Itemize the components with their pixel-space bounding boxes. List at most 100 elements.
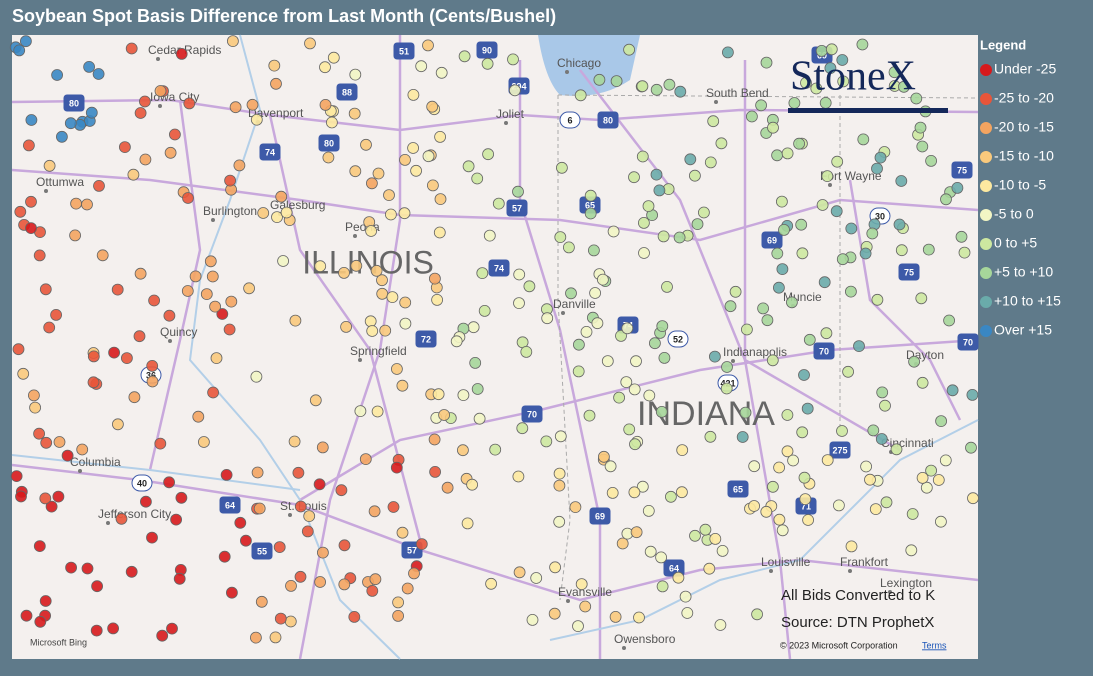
site-dot	[29, 401, 41, 414]
site-dot	[569, 501, 582, 514]
site-dot	[691, 218, 704, 231]
city-marker	[888, 590, 892, 594]
site-dot	[471, 383, 484, 395]
site-dot	[285, 580, 297, 592]
site-dot	[383, 189, 395, 202]
highway-number: 275	[832, 445, 847, 455]
highway-shield	[259, 143, 281, 161]
site-dot	[292, 466, 305, 479]
site-dot	[90, 624, 103, 637]
legend-swatch	[980, 122, 992, 134]
city-label: Lexington	[880, 576, 932, 590]
site-dot	[410, 164, 423, 177]
site-dot	[111, 283, 124, 296]
site-dot	[81, 562, 94, 575]
city-marker	[848, 569, 852, 573]
site-dot	[314, 260, 327, 273]
site-dot	[476, 267, 489, 280]
site-dot	[736, 431, 749, 443]
site-dot	[223, 323, 236, 336]
site-dot	[390, 363, 403, 375]
legend-swatch	[980, 238, 992, 250]
highway-shield	[506, 199, 528, 217]
highway-number: 80	[324, 138, 334, 148]
site-dot	[370, 264, 383, 277]
legend-swatch	[980, 209, 992, 221]
site-dot	[91, 580, 103, 593]
legend-label: Over +15	[994, 322, 1052, 338]
site-dot	[288, 435, 301, 448]
site-dot	[366, 325, 379, 337]
site-dot	[422, 150, 435, 163]
site-dot	[856, 38, 869, 51]
site-dot	[163, 309, 176, 322]
city-marker	[769, 569, 773, 573]
highway-number: 69	[595, 511, 605, 521]
site-dot	[294, 570, 307, 583]
site-dot	[771, 149, 783, 162]
site-dot	[65, 561, 77, 574]
site-dot	[836, 425, 848, 437]
site-dot	[350, 259, 363, 272]
city-label: Jefferson City	[98, 507, 171, 521]
site-dot	[319, 61, 331, 74]
site-dot	[175, 491, 188, 504]
site-dot	[729, 285, 742, 298]
state-borders	[557, 94, 979, 601]
site-dot	[87, 376, 100, 389]
site-dot	[507, 53, 519, 66]
site-dot	[565, 287, 577, 300]
legend-label: 0 to +5	[994, 235, 1037, 251]
site-dot	[457, 389, 470, 402]
site-dot	[958, 246, 971, 259]
site-dot	[801, 402, 814, 415]
site-dot	[156, 629, 169, 642]
site-dot	[661, 280, 673, 293]
site-dot	[816, 199, 829, 211]
site-dot	[908, 355, 920, 368]
city-label: Fort Wayne	[820, 169, 882, 183]
legend-swatch	[980, 325, 992, 337]
highway-number: 69	[767, 235, 777, 245]
highway-number: 70	[527, 409, 537, 419]
site-dot	[15, 490, 27, 503]
highway-shield	[131, 474, 153, 492]
site-dot	[338, 578, 351, 591]
site-dot	[146, 531, 158, 544]
site-dot	[93, 179, 105, 192]
site-dot	[139, 153, 152, 166]
site-dot	[327, 51, 340, 64]
site-dot	[386, 291, 399, 304]
site-dot	[767, 121, 779, 134]
site-dot	[489, 443, 502, 456]
site-dot	[778, 223, 790, 236]
site-dot	[438, 409, 451, 421]
site-dot	[253, 502, 266, 515]
terms-link[interactable]: Terms	[922, 640, 947, 650]
site-dot	[935, 415, 947, 428]
site-dot	[845, 222, 858, 235]
site-dot	[387, 501, 400, 513]
site-dot	[657, 230, 670, 243]
site-dot	[572, 620, 584, 632]
site-dot	[875, 433, 888, 445]
site-dot	[748, 500, 760, 512]
site-dot	[371, 405, 384, 418]
site-dot	[910, 92, 923, 105]
site-dot	[922, 243, 935, 256]
site-dot	[294, 500, 307, 513]
site-dot	[441, 481, 454, 494]
site-dot	[630, 355, 642, 368]
city-marker	[358, 358, 362, 362]
city-label: South Bend	[706, 86, 769, 100]
highway-number: 65	[733, 484, 743, 494]
site-dot	[572, 365, 585, 378]
site-dot	[932, 474, 945, 486]
site-dot	[359, 453, 372, 466]
site-dot	[369, 573, 382, 586]
site-dot	[916, 376, 929, 389]
site-dot	[368, 505, 381, 518]
site-dot	[432, 388, 445, 401]
site-dot	[967, 492, 979, 505]
city-marker	[561, 311, 565, 315]
